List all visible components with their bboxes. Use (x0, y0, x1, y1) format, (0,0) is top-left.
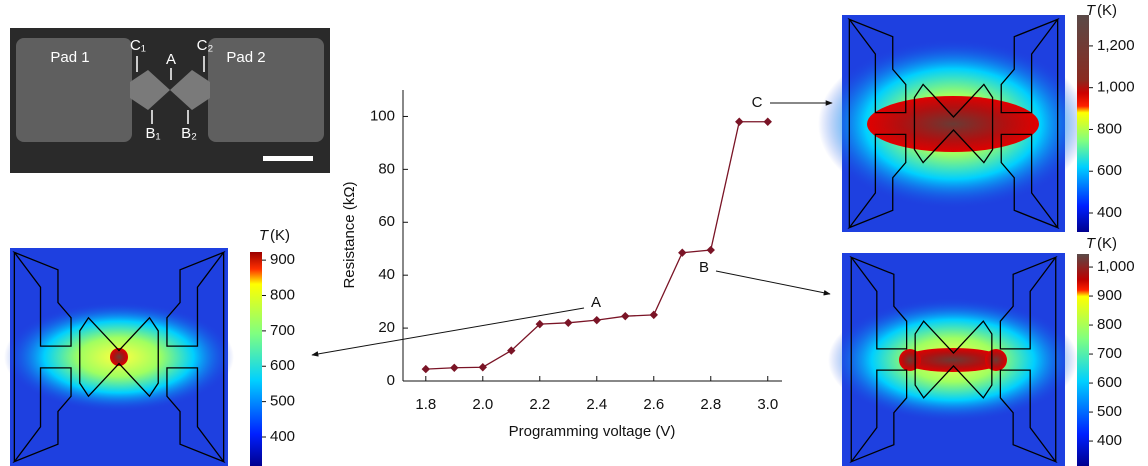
x-tick-label: 3.0 (757, 396, 778, 413)
colorbar-unit: (K) (1097, 2, 1117, 19)
colorbar-tick-label: 400 (1097, 204, 1122, 221)
sem-label: C₁ (130, 37, 146, 54)
x-tick-label: 2.2 (529, 396, 550, 413)
colorbar-title: T (1086, 235, 1097, 252)
colorbar-title: T (1086, 2, 1097, 19)
x-tick-label: 1.8 (415, 396, 436, 413)
colorbar-tick-label: 600 (270, 357, 295, 374)
colorbar-tick-label: 500 (1097, 403, 1122, 420)
y-axis-label: Resistance (kΩ) (341, 181, 358, 288)
x-tick-label: 2.4 (586, 396, 607, 413)
y-tick-label: 80 (378, 160, 395, 177)
colorbar-tick-label: 1,000 (1097, 79, 1135, 96)
scale-bar (263, 156, 313, 161)
y-tick-label: 100 (370, 107, 395, 124)
colorbar-unit: (K) (1097, 235, 1117, 252)
colorbar-tick-label: 700 (270, 322, 295, 339)
data-point (735, 118, 743, 126)
data-point (479, 363, 487, 371)
colorbar-tick-label: 800 (270, 286, 295, 303)
colorbar-tick-label: 400 (270, 428, 295, 445)
data-point (707, 246, 715, 254)
heatmap-c (818, 15, 1089, 232)
sem-label: B₂ (181, 125, 197, 142)
annotation-arrow (716, 271, 830, 294)
data-point (450, 364, 458, 372)
colorbar-tick-label: 900 (270, 251, 295, 268)
sem-image: Pad 1 Pad 2 C₁ C₂ A B₁ B₂ (10, 28, 330, 173)
colorbar-tick-label: 900 (1097, 287, 1122, 304)
colorbar-title: T (259, 227, 270, 244)
pad (208, 38, 324, 142)
data-point (621, 312, 629, 320)
colorbar (1077, 254, 1089, 466)
colorbar-tick-label: 1,000 (1097, 258, 1135, 275)
sem-label: Pad 1 (50, 49, 89, 66)
x-tick-label: 2.6 (643, 396, 664, 413)
series-line (426, 122, 768, 369)
y-tick-label: 20 (378, 319, 395, 336)
y-tick-label: 40 (378, 266, 395, 283)
colorbar-tick-label: 600 (1097, 162, 1122, 179)
data-point (678, 248, 686, 256)
annotation: C (752, 94, 763, 111)
colorbar (250, 252, 262, 466)
x-tick-label: 2.0 (472, 396, 493, 413)
colorbar-tick-label: 1,200 (1097, 37, 1135, 54)
colorbar-unit: (K) (270, 227, 290, 244)
x-axis-label: Programming voltage (V) (509, 423, 676, 440)
colorbar-tick-label: 600 (1097, 374, 1122, 391)
annotation-arrow (312, 308, 584, 355)
sem-label: C₂ (197, 37, 214, 54)
annotation: B (699, 259, 709, 276)
annotation: A (591, 294, 601, 311)
data-point (564, 319, 572, 327)
y-tick-label: 60 (378, 213, 395, 230)
sem-label: B₁ (145, 125, 160, 142)
heatmap-b (828, 253, 1089, 466)
data-point (422, 365, 430, 373)
colorbar-tick-label: 500 (270, 393, 295, 410)
data-point (593, 316, 601, 324)
figure: Pad 1 Pad 2 C₁ C₂ A B₁ B₂ Resistance (kΩ… (0, 0, 1148, 466)
x-tick-label: 2.8 (700, 396, 721, 413)
y-tick-label: 0 (387, 372, 395, 389)
colorbar-tick-label: 700 (1097, 345, 1122, 362)
colorbar-tick-label: 800 (1097, 316, 1122, 333)
heatmap-a (4, 248, 262, 466)
colorbar-tick-label: 400 (1097, 432, 1122, 449)
data-point (650, 311, 658, 319)
colorbar-tick-label: 800 (1097, 120, 1122, 137)
sem-label: A (166, 51, 176, 68)
colorbar (1077, 15, 1089, 232)
data-point (764, 118, 772, 126)
sem-label: Pad 2 (226, 49, 265, 66)
